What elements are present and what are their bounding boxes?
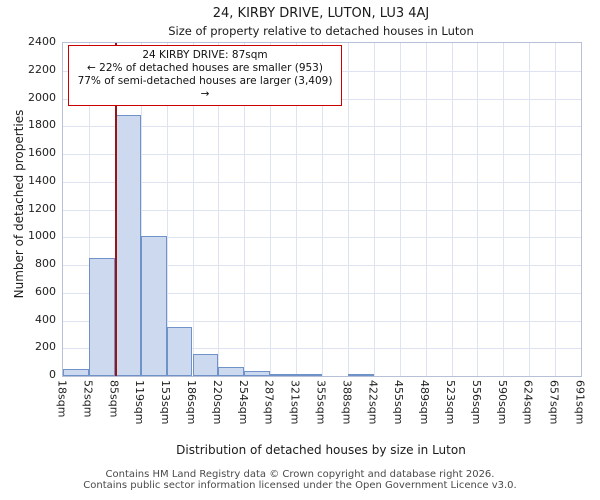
footer-copyright-line-1: Contains HM Land Registry data © Crown c… bbox=[105, 469, 495, 480]
y-axis-tick-label: 2200 bbox=[28, 62, 56, 76]
histogram-bar bbox=[140, 235, 167, 376]
y-axis-tick-label: 600 bbox=[35, 284, 56, 298]
y-axis-tick-label: 800 bbox=[35, 257, 56, 270]
gridline-vertical bbox=[322, 43, 323, 376]
x-axis-tick-label: 523sqm bbox=[444, 380, 457, 425]
y-axis-tick-label: 1800 bbox=[28, 118, 56, 132]
annotation-line-2: ← 22% of detached houses are smaller (95… bbox=[87, 62, 323, 74]
gridline-vertical bbox=[399, 43, 401, 376]
x-axis-tick-label: 119sqm bbox=[133, 380, 147, 425]
gridline-vertical bbox=[425, 43, 427, 376]
property-size-marker-line bbox=[115, 43, 118, 376]
footer-copyright-line-2: Contains public sector information licen… bbox=[83, 480, 517, 491]
gridline-vertical bbox=[270, 43, 272, 376]
x-axis-tick-label: 590sqm bbox=[495, 380, 509, 425]
histogram-bar bbox=[192, 353, 219, 376]
x-axis-tick-label: 52sqm bbox=[81, 380, 95, 418]
y-axis-tick-label: 1600 bbox=[28, 146, 56, 159]
histogram-bar bbox=[88, 258, 115, 376]
x-axis-tick-label: 220sqm bbox=[210, 380, 224, 425]
x-axis-tick-label: 657sqm bbox=[547, 380, 561, 425]
histogram-bar bbox=[270, 373, 297, 376]
y-axis-tick-label: 0 bbox=[49, 368, 56, 381]
gridline-vertical bbox=[88, 43, 90, 376]
x-axis-tick-label: 186sqm bbox=[185, 380, 198, 425]
histogram-bar bbox=[63, 369, 89, 376]
gridline-vertical bbox=[373, 43, 375, 376]
annotation-line-1: 24 KIRBY DRIVE: 87sqm bbox=[142, 49, 268, 61]
histogram-bar bbox=[166, 327, 193, 376]
histogram-bar bbox=[296, 374, 322, 376]
gridline-vertical bbox=[555, 43, 557, 376]
x-axis-tick-label: 321sqm bbox=[288, 380, 302, 425]
gridline-vertical bbox=[529, 43, 531, 376]
annotation-line-3: 77% of semi-detached houses are larger (… bbox=[77, 75, 333, 100]
x-axis-tick-label: 489sqm bbox=[418, 380, 432, 425]
gridline-vertical bbox=[296, 43, 298, 376]
x-axis-tick-label: 455sqm bbox=[392, 380, 406, 425]
histogram-bar bbox=[218, 366, 245, 376]
x-axis-tick-label: 624sqm bbox=[521, 380, 535, 425]
y-axis-tick-label: 400 bbox=[35, 312, 56, 326]
y-axis-tick-label: 2400 bbox=[28, 35, 56, 48]
x-axis-title: Distribution of detached houses by size … bbox=[176, 443, 466, 457]
x-axis-tick-label: 691sqm bbox=[573, 380, 587, 425]
histogram-bar bbox=[114, 115, 141, 376]
gridline-vertical bbox=[503, 43, 505, 376]
x-axis-tick-label: 254sqm bbox=[236, 380, 250, 425]
y-axis-tick-label: 1400 bbox=[28, 173, 56, 187]
gridline-vertical bbox=[347, 43, 349, 376]
gridline-vertical bbox=[244, 43, 246, 376]
chart-title: 24, KIRBY DRIVE, LUTON, LU3 4AJ bbox=[212, 6, 430, 21]
x-axis-tick-label: 422sqm bbox=[366, 380, 380, 425]
gridline-vertical bbox=[166, 43, 168, 376]
y-axis-tick-label: 200 bbox=[35, 340, 56, 354]
gridline-vertical bbox=[140, 43, 142, 376]
annotation-box: 24 KIRBY DRIVE: 87sqm ← 22% of detached … bbox=[68, 45, 342, 106]
x-axis-tick-label: 85sqm bbox=[107, 380, 121, 418]
x-axis-tick-label: 153sqm bbox=[159, 380, 173, 425]
x-axis-tick-label: 556sqm bbox=[469, 380, 483, 425]
y-axis-tick-label: 2000 bbox=[28, 90, 56, 104]
y-axis-tick-label: 1000 bbox=[28, 229, 56, 243]
gridline-vertical bbox=[192, 43, 194, 376]
x-axis-tick-label: 388sqm bbox=[340, 380, 354, 425]
gridline-vertical bbox=[218, 43, 220, 376]
gridline-vertical bbox=[477, 43, 479, 376]
y-axis-tick-label: 1200 bbox=[28, 201, 56, 215]
x-axis-tick-label: 287sqm bbox=[262, 380, 276, 425]
histogram-bar bbox=[347, 374, 374, 376]
histogram-bar bbox=[244, 371, 271, 376]
x-axis-tick-label: 18sqm bbox=[55, 380, 69, 418]
chart-subtitle: Size of property relative to detached ho… bbox=[168, 24, 474, 38]
gridline-vertical bbox=[451, 43, 453, 376]
x-axis-tick-label: 355sqm bbox=[314, 380, 328, 425]
